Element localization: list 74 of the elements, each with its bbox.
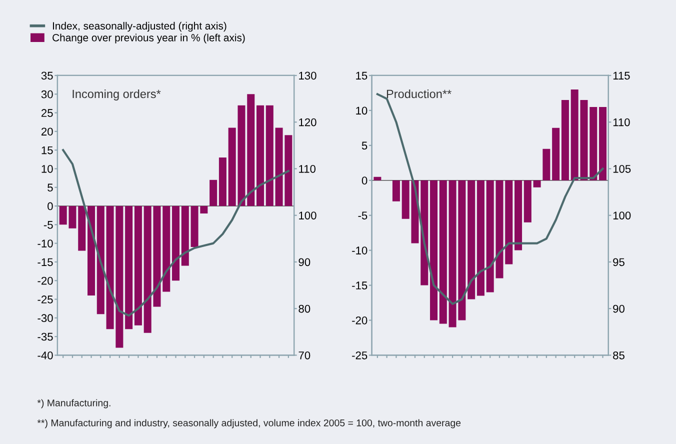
bar <box>524 180 532 222</box>
y-tick-label: -20 <box>38 276 53 285</box>
bar <box>266 105 274 206</box>
y2-tick-label: 110 <box>299 164 316 173</box>
y-tick-label: -35 <box>38 332 53 341</box>
y-tick-label: -25 <box>352 351 368 360</box>
y2-tick-label: 95 <box>613 258 624 266</box>
y2-tick-label: 90 <box>298 258 310 266</box>
bar <box>134 206 142 326</box>
legend-label: Change over previous year in % (left axis) <box>52 34 245 44</box>
bar <box>247 94 255 206</box>
y-tick-label: -20 <box>352 316 368 324</box>
y-tick-label: 10 <box>42 164 53 173</box>
y-tick-label: -15 <box>38 258 53 266</box>
y2-tick-label: 100 <box>299 212 316 220</box>
y-tick-label: 5 <box>48 184 53 192</box>
y2-tick-label: 85 <box>613 351 624 360</box>
bar <box>476 180 484 296</box>
y-tick-label: -25 <box>38 296 53 304</box>
bar <box>439 180 447 324</box>
bar <box>542 148 550 180</box>
y-tick-label: 35 <box>41 72 53 80</box>
y-tick-label: -40 <box>38 351 53 360</box>
line-series <box>62 149 290 317</box>
bar <box>210 180 218 206</box>
bar <box>590 106 598 180</box>
y2-tick-label: 80 <box>298 304 310 313</box>
y2-tick-label: 105 <box>613 164 631 173</box>
y2-tick-label: 90 <box>613 304 624 313</box>
bar <box>561 100 569 180</box>
y-tick-label: -30 <box>38 314 53 322</box>
text: *) Manufacturing. <box>37 399 110 408</box>
text: Production** <box>386 89 452 98</box>
bar <box>552 128 560 180</box>
bar <box>599 106 607 180</box>
y2-tick-label: 130 <box>299 72 316 80</box>
bar <box>392 180 400 202</box>
y-tick-label: -15 <box>352 282 368 290</box>
y-tick-label: -10 <box>38 240 53 248</box>
y-tick-label: 25 <box>41 109 53 117</box>
y-tick-label: 10 <box>356 106 368 115</box>
y2-tick-label: 110 <box>613 118 630 126</box>
bar <box>374 176 382 180</box>
y-tick-label: -5 <box>44 221 53 229</box>
bar <box>514 180 522 250</box>
bar <box>162 206 170 292</box>
y-tick-label: 5 <box>362 142 368 150</box>
y-tick-label: 30 <box>41 90 53 98</box>
y2-tick-label: 120 <box>299 118 316 126</box>
bar <box>96 206 104 314</box>
bar <box>218 158 226 206</box>
bar <box>505 180 513 264</box>
bar <box>181 206 189 266</box>
bar <box>172 206 180 281</box>
bar <box>125 206 133 330</box>
bar <box>430 180 438 320</box>
bar <box>533 180 541 188</box>
bar <box>88 206 96 296</box>
y2-tick-label: 70 <box>298 351 310 360</box>
y2-tick-label: 115 <box>613 72 630 80</box>
legend-label: Index, seasonally-adjusted (right axis) <box>53 22 226 32</box>
y2-tick-label: 100 <box>613 212 631 220</box>
y-tick-label: 0 <box>48 202 53 210</box>
bar <box>78 206 86 251</box>
y-tick-label: 20 <box>41 128 53 136</box>
bar <box>468 180 476 300</box>
text: **) Manufacturing and industry, seasonally adjusted, volume index 2005 = 100, two-month average <box>37 419 461 428</box>
y-tick-label: -5 <box>358 212 368 220</box>
text: Incoming orders* <box>72 89 161 100</box>
y-tick-label: 0 <box>362 176 368 185</box>
y-tick-label: 15 <box>42 146 53 154</box>
y-tick-label: 15 <box>356 72 368 80</box>
bar <box>256 105 264 206</box>
y-tick-label: -10 <box>352 246 368 254</box>
